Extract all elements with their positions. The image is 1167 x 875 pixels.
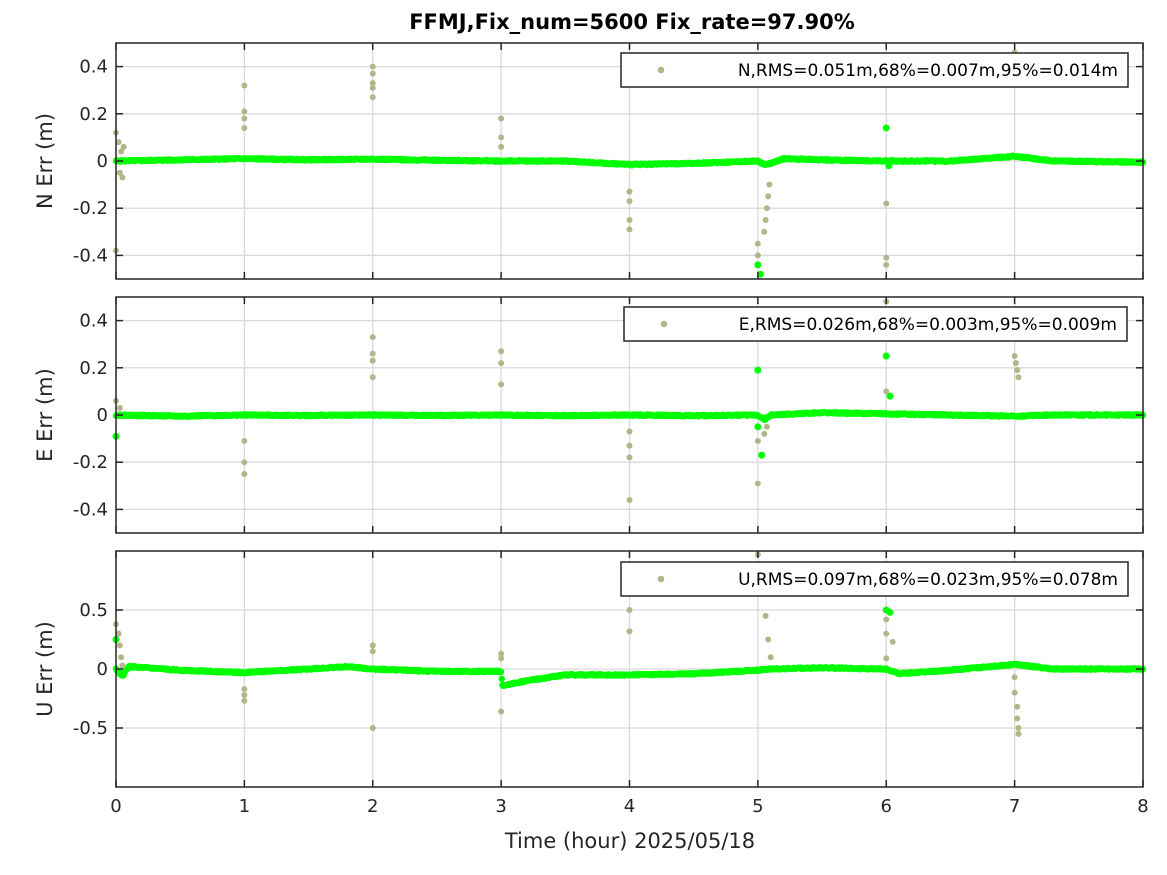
fixed-point: [756, 270, 764, 278]
float-point: [766, 181, 773, 188]
panels: -0.4 -0.2 0 0.2 0.4 N Err (m) N,RMS=0.051m,68%…: [33, 42, 1149, 817]
float-point: [883, 200, 890, 207]
fixed-point: [882, 352, 890, 360]
float-point: [765, 193, 772, 200]
float-point: [626, 217, 633, 223]
float-point: [369, 63, 376, 70]
fixed-point: [758, 451, 766, 459]
float-point: [241, 124, 248, 131]
float-point: [883, 254, 890, 261]
float-point: [241, 459, 248, 466]
float-point: [626, 188, 633, 195]
float-point: [626, 428, 633, 435]
y-axis-label: E Err (m): [33, 368, 57, 462]
panel-1: -0.4 -0.2 0 0.2 0.4 N Err (m) N,RMS=0.051m,68%…: [33, 42, 1147, 280]
float-point: [241, 115, 248, 122]
legend-text: N,RMS=0.051m,68%=0.007m,95%=0.014m: [738, 61, 1118, 81]
float-point: [115, 139, 122, 146]
float-point: [1014, 367, 1021, 374]
float-point: [498, 134, 505, 141]
y-tick-label: -0.2: [73, 198, 108, 219]
float-point: [118, 148, 125, 155]
float-point: [626, 496, 633, 503]
y-tick-label: 0.4: [79, 57, 108, 78]
float-point: [369, 350, 376, 357]
float-point: [626, 198, 633, 205]
float-point: [241, 82, 248, 89]
float-point: [498, 115, 505, 122]
fixed-point: [886, 392, 894, 400]
float-point: [498, 360, 505, 367]
y-tick-label: 0.2: [79, 104, 108, 125]
float-point: [761, 228, 768, 235]
float-point: [498, 348, 505, 355]
fixed-point: [498, 675, 505, 683]
float-point: [883, 261, 890, 268]
float-point: [369, 84, 376, 91]
float-point: [754, 480, 761, 487]
y-tick-label: 0: [97, 405, 108, 426]
float-point: [626, 226, 633, 233]
fixed-point: [882, 124, 890, 132]
y-tick-label: -0.4: [73, 245, 108, 266]
float-point: [241, 437, 248, 444]
float-point: [626, 442, 633, 449]
float-point: [119, 174, 126, 181]
float-point: [761, 430, 768, 437]
float-point: [498, 381, 505, 388]
chart-title: FFMJ,Fix_num=5600 Fix_rate=97.90%: [409, 10, 855, 34]
float-point: [241, 108, 248, 115]
fixed-point: [754, 261, 762, 269]
legend-marker: [660, 320, 668, 328]
panel-3: 0 1 2 3 4 5 6 7 8-0.500.5U Err (m)U,RMS=0.097m,6…: [33, 550, 1149, 817]
panel-2: -0.4 -0.2 0 0.2 0.4 E Err (m) E,RMS=0.026m,68%…: [33, 296, 1147, 534]
float-point: [120, 143, 127, 150]
y-tick-label: 0.4: [79, 311, 108, 332]
fixed-point: [754, 366, 762, 374]
float-point: [369, 94, 376, 101]
float-point: [754, 252, 761, 259]
y-tick-label: -0.4: [73, 499, 108, 520]
float-point: [369, 374, 376, 381]
fixed-point: [497, 668, 505, 676]
float-point: [116, 404, 123, 411]
legend-box: [620, 52, 1129, 88]
float-point: [762, 217, 769, 223]
float-point: [369, 70, 376, 77]
float-point: [369, 357, 376, 364]
y-axis-label: N Err (m): [33, 113, 57, 209]
legend-text: E,RMS=0.026m,68%=0.003m,95%=0.009m: [739, 315, 1117, 335]
float-point: [1012, 360, 1019, 367]
fixed-point: [885, 162, 893, 170]
float-point: [116, 642, 123, 649]
float-point: [116, 169, 123, 176]
float-point: [369, 334, 376, 341]
float-point: [498, 143, 505, 150]
y-tick-label: 0: [97, 151, 108, 172]
float-point: [1015, 374, 1022, 381]
float-point: [1011, 353, 1018, 359]
float-point: [754, 437, 761, 444]
float-point: [369, 80, 376, 87]
float-point: [119, 662, 126, 669]
float-point: [754, 240, 761, 247]
float-point: [626, 454, 633, 461]
float-point: [763, 423, 770, 430]
y-tick-label: 0.2: [79, 358, 108, 379]
fixed-point: [754, 423, 762, 431]
float-point: [763, 205, 770, 212]
legend-marker: [657, 66, 665, 74]
y-tick-label: -0.2: [73, 452, 108, 473]
float-point: [118, 654, 125, 661]
float-point: [241, 471, 248, 477]
